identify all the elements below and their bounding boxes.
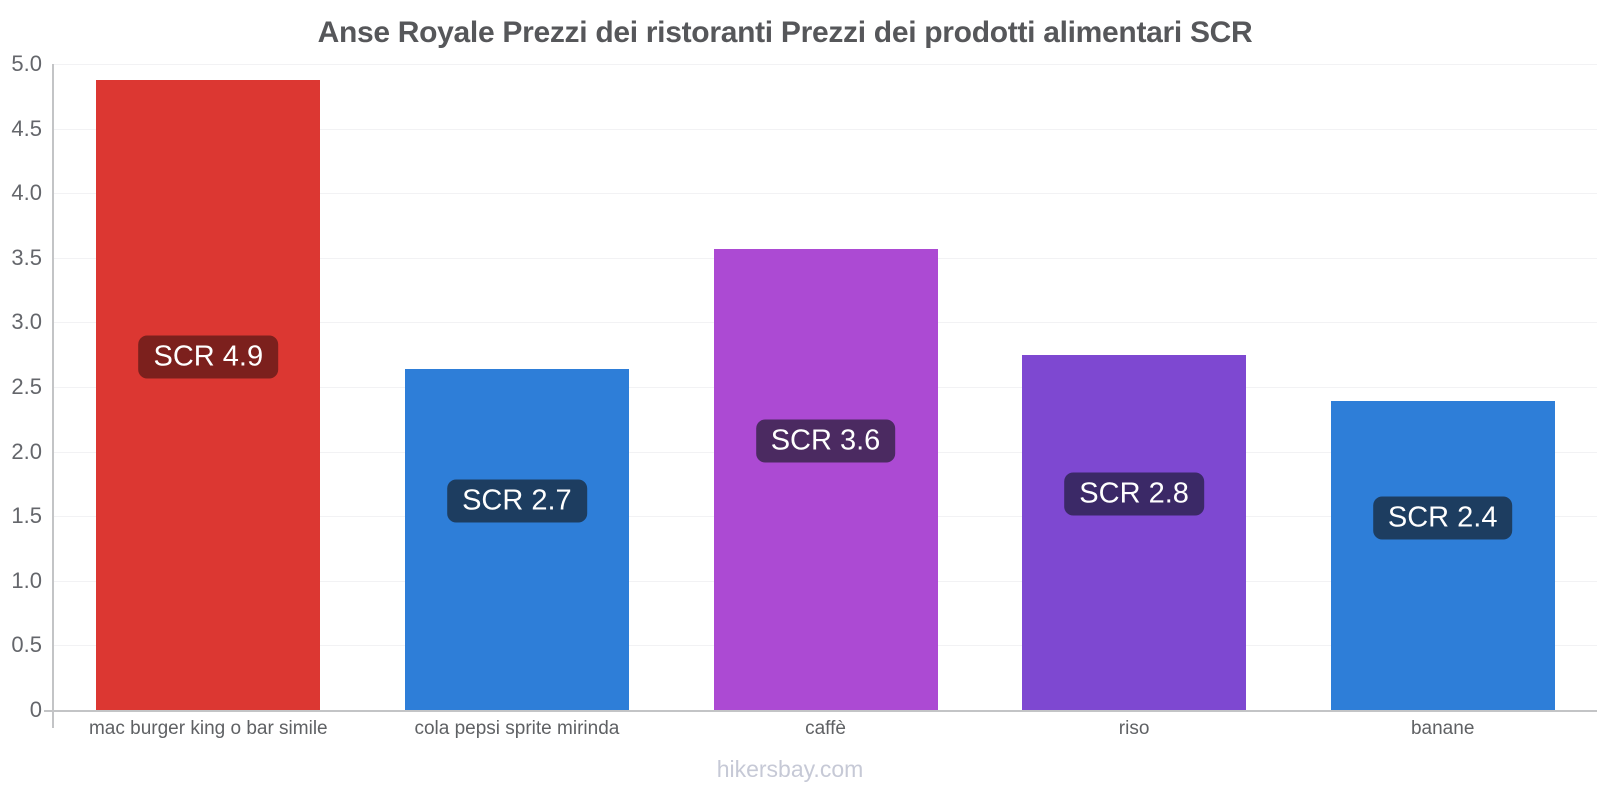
gridline bbox=[54, 193, 1597, 195]
bar-value-badge: SCR 2.7 bbox=[447, 479, 587, 523]
bar-value-badge: SCR 2.4 bbox=[1372, 496, 1513, 540]
y-tick-label: 2.5 bbox=[11, 374, 42, 399]
y-tick-label: 3.0 bbox=[11, 309, 42, 335]
y-tick-label: 0.5 bbox=[11, 632, 42, 658]
gridline bbox=[54, 64, 1597, 65]
bar-value-badge: SCR 2.8 bbox=[1064, 472, 1204, 516]
plot-area: 0 0.5 1.0 1.5 2.0 2.5 3.0 3.5 4.0 4.5 5.0 SCR 4.9 ma… bbox=[11, 52, 1597, 739]
bar-value-badge: SCR 4.9 bbox=[138, 335, 279, 379]
bar: SCR 2.7 bbox=[404, 368, 629, 710]
bar: SCR 3.6 bbox=[713, 248, 938, 710]
y-tick-label: 3.5 bbox=[11, 244, 42, 270]
bar: SCR 4.9 bbox=[96, 79, 321, 710]
y-tick-label: 4.5 bbox=[11, 115, 42, 141]
x-axis-label: cola pepsi sprite mirinda bbox=[414, 718, 620, 739]
y-tick-label: 4.0 bbox=[11, 180, 42, 206]
bar: SCR 2.4 bbox=[1330, 401, 1555, 710]
chart-title: Anse Royale Prezzi dei ristoranti Prezzi… bbox=[317, 16, 1253, 49]
x-axis-label: caffè bbox=[805, 718, 846, 739]
y-tick-label: 2.0 bbox=[11, 438, 42, 464]
x-axis-label: riso bbox=[1118, 718, 1150, 739]
y-tick-label: 1.5 bbox=[11, 503, 42, 529]
gridline bbox=[54, 128, 1597, 130]
y-tick-label: 1.0 bbox=[11, 567, 42, 593]
y-tick-label: 0 bbox=[29, 697, 42, 722]
bar-value-badge: SCR 3.6 bbox=[755, 419, 896, 463]
bar: SCR 2.8 bbox=[1022, 354, 1247, 710]
x-axis-label: banane bbox=[1410, 718, 1475, 739]
x-axis-line bbox=[44, 710, 1597, 712]
y-tick-label: 5.0 bbox=[11, 51, 42, 76]
y-axis-line bbox=[52, 64, 54, 728]
footer-watermark: hikersbay.com bbox=[716, 756, 864, 782]
x-axis-label: mac burger king o bar simile bbox=[88, 718, 328, 739]
